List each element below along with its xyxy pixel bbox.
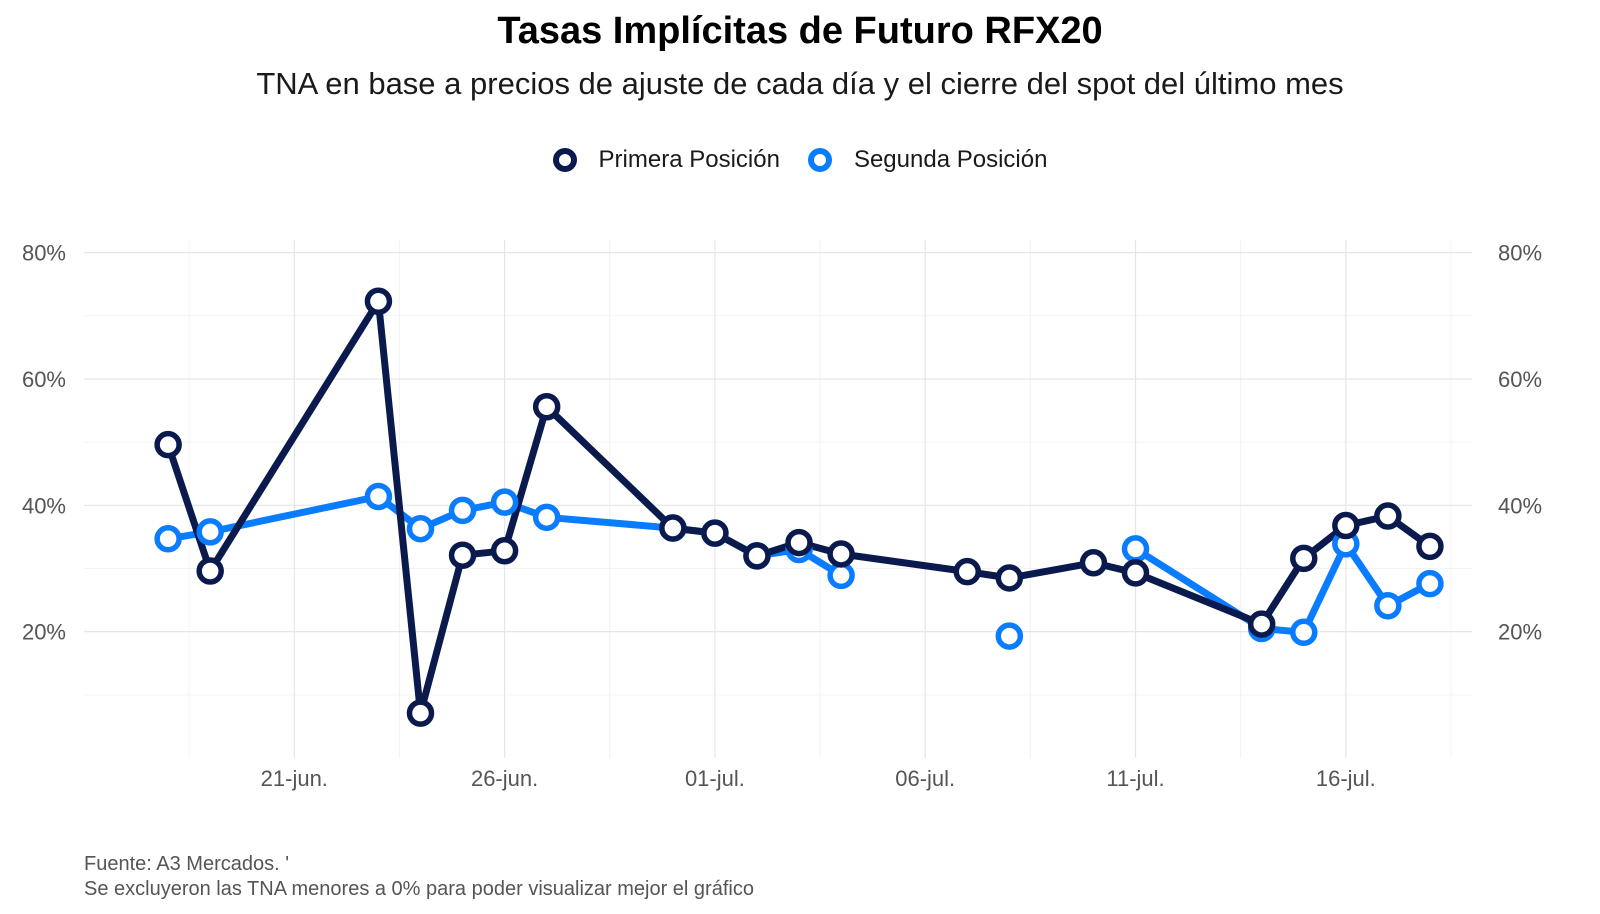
data-point-primera xyxy=(406,699,435,727)
y-tick-label-left: 60% xyxy=(22,367,66,392)
chart-title: Tasas Implícitas de Futuro RFX20 xyxy=(497,10,1103,52)
data-point-primera xyxy=(953,557,982,586)
y-tick-label-right: 40% xyxy=(1498,493,1542,518)
y-tick-label-right: 80% xyxy=(1498,241,1542,266)
caption-source: Fuente: A3 Mercados. ' xyxy=(84,853,290,875)
data-point-primera xyxy=(532,393,561,421)
x-tick-label: 26-jun. xyxy=(471,766,538,791)
data-point-primera xyxy=(1247,610,1276,638)
legend-key-segunda xyxy=(807,148,832,172)
x-tick-label: 16-jul. xyxy=(1316,766,1376,791)
legend-label-primera: Primera Posición xyxy=(598,146,780,173)
chart-subtitle: TNA en base a precios de ajuste de cada … xyxy=(256,66,1344,101)
data-point-primera xyxy=(701,519,729,547)
data-point-primera xyxy=(659,514,687,542)
legend-item-primera: Primera Posición xyxy=(552,146,780,174)
data-point-primera xyxy=(1416,532,1444,561)
legend-key-primera xyxy=(552,148,577,172)
data-point-segunda xyxy=(1121,535,1150,563)
data-point-segunda xyxy=(448,496,477,525)
data-point-primera xyxy=(1332,511,1360,540)
data-point-segunda xyxy=(827,561,855,590)
data-point-segunda xyxy=(196,518,224,546)
x-tick-label: 06-jul. xyxy=(895,766,955,791)
data-point-segunda xyxy=(154,525,182,553)
y-tick-label-right: 60% xyxy=(1498,367,1542,392)
data-point-primera xyxy=(995,564,1024,592)
data-point-primera xyxy=(1374,502,1402,530)
data-point-primera xyxy=(154,430,182,459)
chart-legend: Primera Posición Segunda Posición xyxy=(0,146,1600,174)
data-point-segunda xyxy=(1290,618,1318,647)
data-point-segunda xyxy=(364,482,393,511)
x-tick-label: 21-jun. xyxy=(261,766,328,791)
data-point-segunda xyxy=(532,503,561,532)
data-point-primera xyxy=(448,541,477,569)
data-point-segunda xyxy=(1416,569,1444,598)
y-tick-label-left: 80% xyxy=(22,241,66,266)
caption-note: Se excluyeron las TNA menores a 0% para … xyxy=(84,878,754,900)
data-point-primera xyxy=(196,557,224,585)
legend-item-segunda: Segunda Posición xyxy=(807,146,1048,174)
chart-caption: Fuente: A3 Mercados. ' Se excluyeron las… xyxy=(84,852,754,902)
data-point-primera xyxy=(785,528,813,557)
data-point-primera xyxy=(1121,559,1150,587)
data-point-segunda xyxy=(1374,592,1402,620)
x-tick-label: 01-jul. xyxy=(685,766,745,791)
y-tick-label-left: 40% xyxy=(22,493,66,518)
legend-label-segunda: Segunda Posición xyxy=(853,146,1048,173)
data-point-primera xyxy=(1290,544,1318,573)
x-tick-label: 11-jul. xyxy=(1106,766,1164,791)
data-point-segunda xyxy=(995,622,1024,650)
data-point-primera xyxy=(364,287,393,316)
y-tick-label-left: 20% xyxy=(22,620,66,645)
data-point-segunda xyxy=(406,514,435,543)
data-point-segunda xyxy=(490,488,519,516)
data-point-primera xyxy=(490,537,519,565)
data-point-primera xyxy=(1079,549,1108,577)
data-point-primera xyxy=(827,540,855,568)
data-point-primera xyxy=(743,542,771,570)
y-tick-label-right: 20% xyxy=(1498,620,1542,645)
